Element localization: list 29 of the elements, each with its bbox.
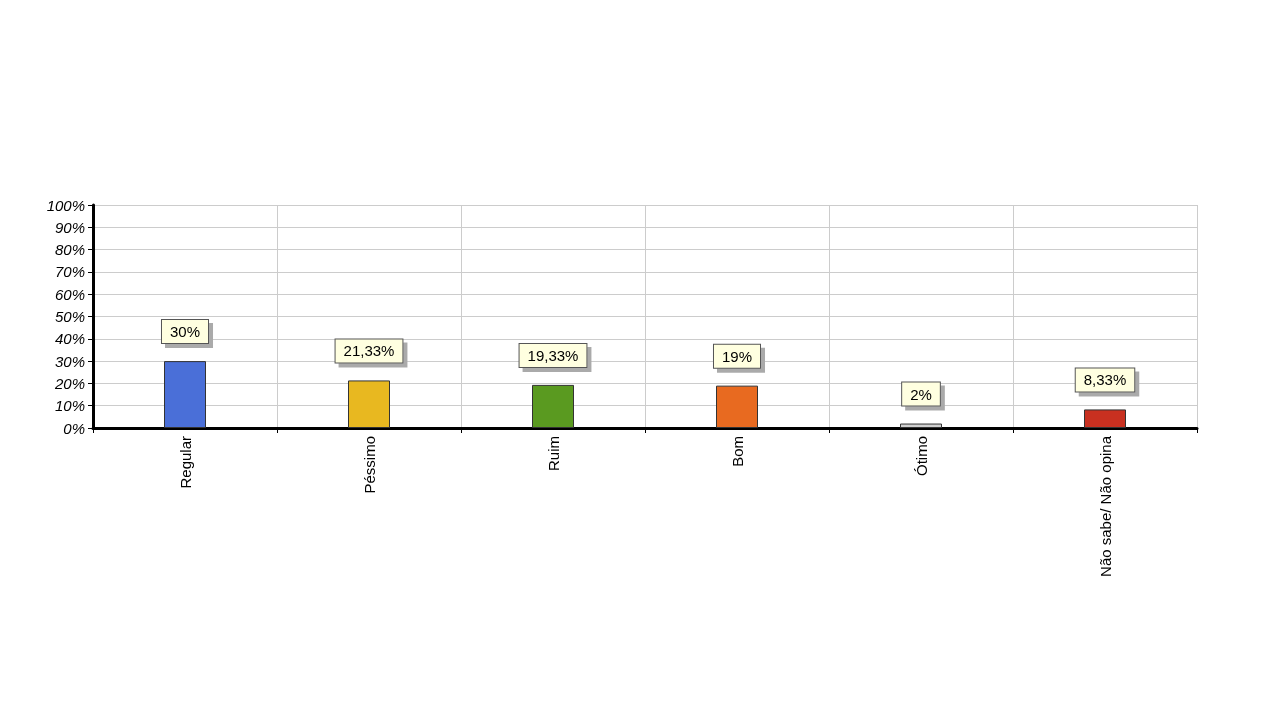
data-label: 19% <box>721 347 753 365</box>
bar <box>348 380 390 428</box>
y-tick-label: 70% <box>54 263 85 281</box>
x-tick-label: Não sabe/ Não opina <box>1096 435 1114 577</box>
data-label: 21,33% <box>343 342 395 360</box>
y-tick-label: 90% <box>54 218 85 236</box>
bar <box>164 361 206 428</box>
data-label: 19,33% <box>527 346 579 364</box>
y-tick-label: 0% <box>63 419 85 437</box>
x-tick-label: Bom <box>728 436 746 467</box>
data-label: 30% <box>169 323 201 341</box>
data-label: 8,33% <box>1083 371 1127 389</box>
x-tick-label: Ótimo <box>912 436 930 477</box>
data-label: 2% <box>910 385 932 403</box>
x-tick-label: Ruim <box>544 436 562 472</box>
y-tick-label: 100% <box>46 196 85 214</box>
y-tick-label: 40% <box>54 330 85 348</box>
y-tick-label: 80% <box>54 241 85 259</box>
bar <box>900 423 942 428</box>
bar <box>1084 409 1126 428</box>
x-tick-label: Regular <box>176 436 194 489</box>
x-tick-label: Péssimo <box>360 436 378 494</box>
bar <box>716 385 758 428</box>
y-tick-label: 30% <box>54 352 85 370</box>
y-tick-label: 60% <box>54 285 85 303</box>
y-tick-label: 10% <box>54 397 85 415</box>
bar <box>532 384 574 428</box>
y-tick-label: 20% <box>53 374 85 392</box>
y-tick-label: 50% <box>54 308 85 325</box>
